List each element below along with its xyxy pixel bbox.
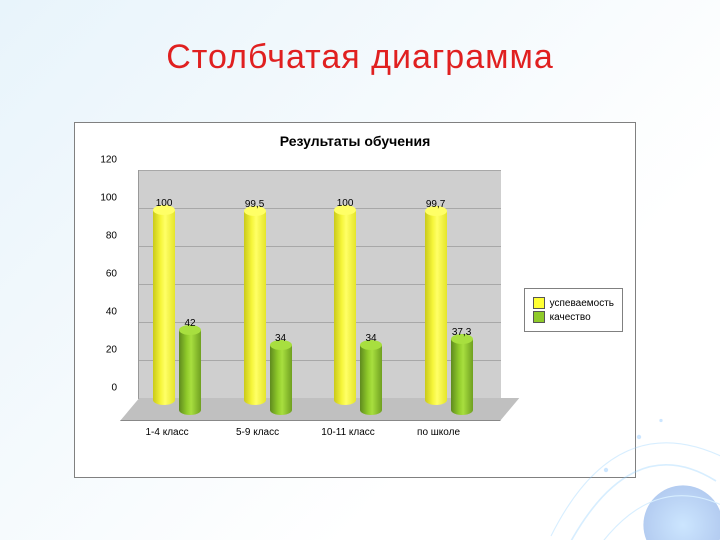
chart-value-label: 37,3 [452,327,471,338]
legend-swatch [533,297,545,309]
legend-label: успеваемость [550,298,614,309]
y-axis-tick-label: 120 [100,155,139,166]
y-axis-tick-label: 100 [100,193,139,204]
chart-value-label: 34 [365,333,376,344]
chart-bar-base [360,405,382,415]
slide: Столбчатая диаграмма Результаты обучения… [0,0,720,540]
chart-legend: успеваемость качество [524,288,623,332]
chart-bar-body [153,210,175,400]
chart-bar-body [179,330,201,410]
chart-bar-body [270,345,292,410]
chart-value-label: 34 [275,333,286,344]
chart-bar-base [179,405,201,415]
x-axis-category-label: 5-9 класс [218,421,298,438]
chart-bar: 37,3 [451,344,473,415]
legend-label: качество [550,312,591,323]
chart-bar-base [153,395,175,405]
chart-bar: 42 [179,335,201,415]
chart-bar-body [334,210,356,400]
chart-category-group: 99,534 [238,171,306,421]
legend-swatch [533,311,545,323]
legend-item: качество [533,311,614,323]
chart-bar: 99,5 [244,216,266,405]
chart-bar-body [451,339,473,410]
chart-bar-base [270,405,292,415]
chart-plot-area: 020406080100120 1-4 класс100425-9 класс9… [120,171,500,421]
chart-title: Результаты обучения [75,133,635,149]
chart-bar-body [244,211,266,400]
chart-bar: 100 [334,215,356,405]
y-axis-tick-label: 40 [106,307,139,318]
chart-category-group: 10042 [147,171,215,421]
chart-category-group: 10034 [328,171,396,421]
chart-bar-body [360,345,382,410]
chart-bar-base [244,395,266,405]
chart-value-label: 100 [337,198,354,209]
x-axis-category-label: 10-11 класс [308,421,388,438]
y-axis-tick-label: 20 [106,345,139,356]
legend-item: успеваемость [533,297,614,309]
y-axis-tick-label: 0 [111,383,139,394]
chart-value-label: 42 [184,318,195,329]
chart-bar: 34 [360,350,382,415]
chart-bar-base [334,395,356,405]
chart-bar-body [425,211,447,400]
y-axis-tick-label: 80 [106,231,139,242]
chart-category-group: 99,737,3 [419,171,487,421]
page-title: Столбчатая диаграмма [0,0,720,77]
y-axis-tick-label: 60 [106,269,139,280]
x-axis-category-label: 1-4 класс [127,421,207,438]
chart-bar: 99,7 [425,216,447,405]
chart-value-label: 99,5 [245,199,264,210]
chart-value-label: 100 [156,198,173,209]
chart-bar-base [451,405,473,415]
chart-bar: 100 [153,215,175,405]
chart-bar-base [425,395,447,405]
chart-bar: 34 [270,350,292,415]
x-axis-category-label: по школе [399,421,479,438]
chart-container: Результаты обучения 020406080100120 1-4 … [74,122,636,478]
chart-value-label: 99,7 [426,199,445,210]
